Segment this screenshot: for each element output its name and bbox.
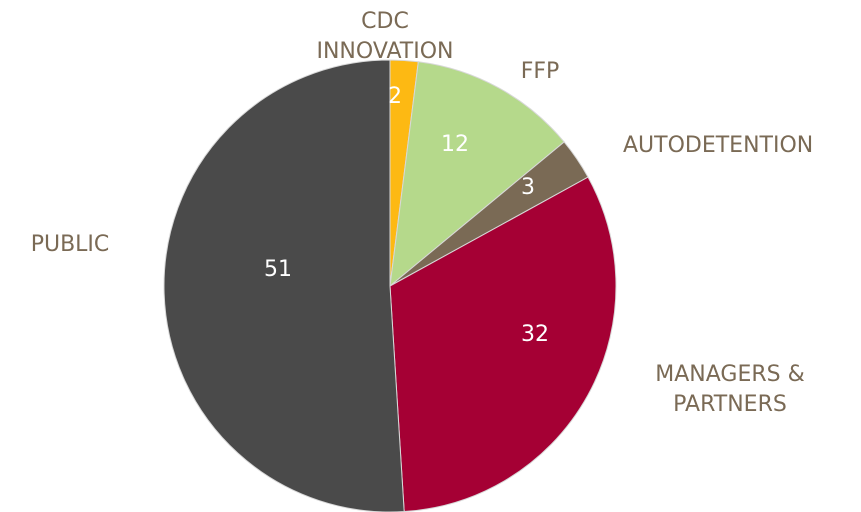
value-label: 32 <box>521 322 549 347</box>
pie-slice <box>163 59 405 512</box>
pie-slice <box>389 176 617 512</box>
value-label: 2 <box>388 84 402 109</box>
value-label: 12 <box>441 132 469 157</box>
category-label: FFP <box>520 59 560 84</box>
value-label: 51 <box>264 257 292 282</box>
category-label: MANAGERS & PARTNERS <box>655 362 805 417</box>
category-label: PUBLIC <box>30 232 110 257</box>
pie-slice <box>389 61 565 288</box>
category-label: AUTODETENTION <box>623 133 814 158</box>
value-label: 3 <box>521 175 535 200</box>
category-label: CDC INNOVATION <box>316 9 454 64</box>
